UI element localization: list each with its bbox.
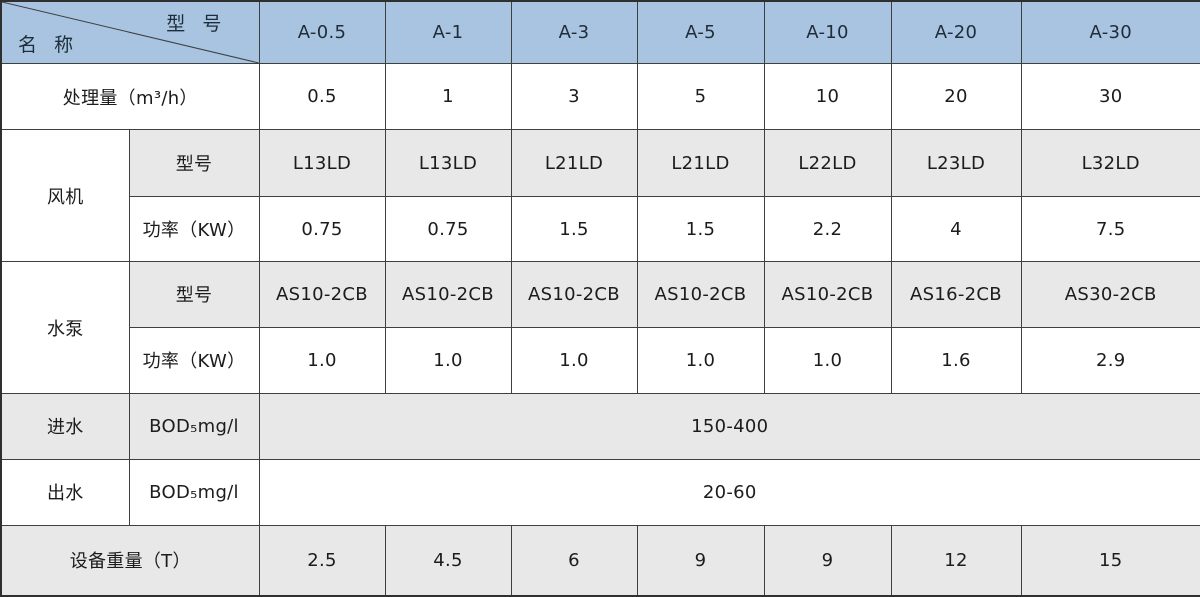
- weight-value: 15: [1020, 524, 1200, 597]
- pump-power-label: 功率（KW）: [128, 326, 260, 395]
- diagonal-divider-line: [2, 2, 259, 63]
- weight-label: 设备重量（T）: [0, 524, 260, 597]
- header-row: 型号 名称 A-0.5 A-1 A-3 A-5 A-10 A-20 A-30: [0, 0, 1200, 64]
- fan-power-value: 2.2: [763, 195, 892, 263]
- pump-group-label: 水泵: [0, 261, 130, 395]
- fan-power-label: 功率（KW）: [128, 195, 260, 263]
- pump-power-value: 1.0: [636, 326, 765, 395]
- throughput-value: 30: [1020, 62, 1200, 131]
- model-col-header: A-1: [384, 0, 512, 64]
- throughput-row: 处理量（m³/h） 0.5 1 3 5 10 20 30: [0, 62, 1200, 131]
- outlet-value: 20-60: [258, 458, 1200, 526]
- throughput-value: 10: [763, 62, 892, 131]
- pump-power-row: 功率（KW） 1.0 1.0 1.0 1.0 1.0 1.6 2.9: [1, 326, 1200, 395]
- inlet-param-label: BOD₅mg/l: [128, 393, 260, 460]
- corner-label-model: 型号: [166, 13, 239, 35]
- fan-power-row: 功率（KW） 0.75 0.75 1.5 1.5 2.2 4 7.5: [1, 195, 1200, 263]
- throughput-label: 处理量（m³/h）: [0, 62, 260, 131]
- fan-model-value: L32LD: [1020, 129, 1200, 197]
- pump-model-row: 水泵 型号 AS10-2CB AS10-2CB AS10-2CB AS10-2C…: [0, 261, 1200, 395]
- fan-model-value: L23LD: [890, 129, 1022, 197]
- fan-model-value: L21LD: [636, 129, 765, 197]
- model-col-header: A-3: [510, 0, 638, 64]
- pump-model-value: AS10-2CB: [510, 261, 638, 328]
- weight-value: 2.5: [258, 524, 386, 597]
- throughput-value: 20: [890, 62, 1022, 131]
- model-col-header: A-10: [763, 0, 892, 64]
- pump-model-label: 型号: [128, 261, 260, 328]
- weight-value: 9: [763, 524, 892, 597]
- fan-model-value: L13LD: [384, 129, 512, 197]
- fan-model-label: 型号: [128, 129, 260, 197]
- pump-model-value: AS30-2CB: [1020, 261, 1200, 328]
- fan-model-row: 风机 型号 L13LD L13LD L21LD L21LD L22LD L23L…: [0, 129, 1200, 263]
- corner-header-cell: 型号 名称: [0, 0, 260, 64]
- weight-row: 设备重量（T） 2.5 4.5 6 9 9 12 15: [0, 524, 1200, 597]
- fan-power-value: 1.5: [636, 195, 765, 263]
- inlet-label: 进水: [0, 393, 130, 460]
- fan-power-value: 4: [890, 195, 1022, 263]
- throughput-value: 3: [510, 62, 638, 131]
- outlet-label: 出水: [0, 458, 130, 526]
- throughput-value: 5: [636, 62, 765, 131]
- outlet-row: 出水 BOD₅mg/l 20-60: [0, 458, 1200, 526]
- pump-power-value: 1.6: [890, 326, 1022, 395]
- pump-model-value: AS10-2CB: [763, 261, 892, 328]
- fan-power-value: 0.75: [258, 195, 386, 263]
- throughput-value: 0.5: [258, 62, 386, 131]
- model-col-header: A-30: [1020, 0, 1200, 64]
- pump-power-value: 1.0: [763, 326, 892, 395]
- model-col-header: A-20: [890, 0, 1022, 64]
- pump-model-value: AS10-2CB: [258, 261, 386, 328]
- fan-model-value: L22LD: [763, 129, 892, 197]
- weight-value: 4.5: [384, 524, 512, 597]
- fan-power-value: 1.5: [510, 195, 638, 263]
- fan-power-value: 0.75: [384, 195, 512, 263]
- pump-model-value: AS10-2CB: [636, 261, 765, 328]
- weight-value: 9: [636, 524, 765, 597]
- fan-model-value: L13LD: [258, 129, 386, 197]
- pump-power-value: 1.0: [510, 326, 638, 395]
- corner-label-name: 名称: [18, 33, 91, 56]
- model-col-header: A-0.5: [258, 0, 386, 64]
- fan-power-value: 7.5: [1020, 195, 1200, 263]
- pump-power-value: 1.0: [384, 326, 512, 395]
- pump-power-value: 2.9: [1020, 326, 1200, 395]
- outlet-param-label: BOD₅mg/l: [128, 458, 260, 526]
- pump-model-value: AS16-2CB: [890, 261, 1022, 328]
- weight-value: 6: [510, 524, 638, 597]
- fan-model-value: L21LD: [510, 129, 638, 197]
- inlet-value: 150-400: [258, 393, 1200, 460]
- inlet-row: 进水 BOD₅mg/l 150-400: [0, 393, 1200, 460]
- throughput-value: 1: [384, 62, 512, 131]
- weight-value: 12: [890, 524, 1022, 597]
- pump-model-value: AS10-2CB: [384, 261, 512, 328]
- model-col-header: A-5: [636, 0, 765, 64]
- pump-power-value: 1.0: [258, 326, 386, 395]
- fan-group-label: 风机: [0, 129, 130, 263]
